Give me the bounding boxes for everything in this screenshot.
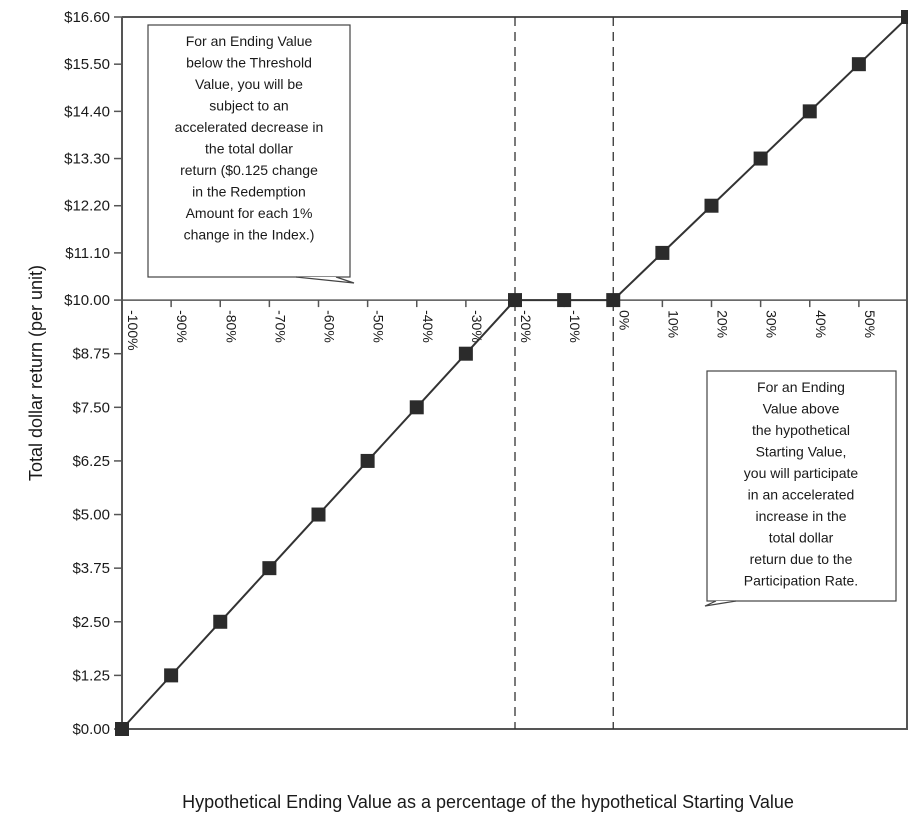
data-point-marker xyxy=(901,10,908,24)
annotation-text-line: in the Redemption xyxy=(192,184,306,200)
annotation-text-line: the total dollar xyxy=(205,141,293,157)
data-point-marker xyxy=(115,722,129,736)
annotation-text-line: total dollar xyxy=(769,530,834,546)
annotation-box xyxy=(706,370,897,602)
annotation-text-line: in an accelerated xyxy=(748,487,855,503)
annotation-text-line: the hypothetical xyxy=(752,422,850,438)
y-tick-label: $0.00 xyxy=(72,721,110,738)
annotation-text-line: For an Ending xyxy=(757,379,845,395)
annotation-text-line: accelerated decrease in xyxy=(175,119,324,135)
annotation-pointer xyxy=(704,600,737,607)
y-tick-label: $7.50 xyxy=(72,399,110,416)
data-point-marker xyxy=(213,614,228,629)
data-point-marker xyxy=(802,104,817,119)
annotation-pointer xyxy=(295,276,355,284)
y-tick-label: $16.60 xyxy=(64,9,110,26)
y-tick-label: $8.75 xyxy=(72,346,110,363)
data-point-marker xyxy=(164,668,179,683)
annotation-text-line: Value, you will be xyxy=(195,76,303,92)
annotation-text-line: Value above xyxy=(763,401,840,417)
data-point-marker xyxy=(458,346,473,361)
plot-area: $0.00 $1.25 $2.50 $3.75 $5.00 $6.25 $7.50 $8.75… xyxy=(64,9,908,738)
x-tick-label: -60% xyxy=(322,310,338,343)
data-point-marker xyxy=(508,293,522,308)
annotation-text-line: below the Threshold xyxy=(186,55,312,71)
x-tick-label: -30% xyxy=(469,310,485,343)
data-point-marker xyxy=(851,57,866,72)
annotation-above-start: For an Ending Value above the hypothetical… xyxy=(704,370,897,607)
data-point-marker xyxy=(606,293,621,308)
x-tick-label: -70% xyxy=(272,310,288,343)
x-tick-label: 30% xyxy=(764,310,780,338)
annotation-text-line: subject to an xyxy=(209,98,288,114)
annotation-text-line: For an Ending Value xyxy=(186,33,313,49)
annotation-text-line: change in the Index.) xyxy=(184,227,315,243)
x-tick-label: 40% xyxy=(813,310,829,338)
x-tick-label: -90% xyxy=(174,310,190,343)
data-point-marker xyxy=(360,453,375,468)
data-point-marker xyxy=(262,561,277,576)
y-tick-label: $1.25 xyxy=(72,667,110,684)
y-tick-label: $2.50 xyxy=(72,614,110,631)
data-point-marker xyxy=(753,151,768,166)
y-axis-label: Total dollar return (per unit) xyxy=(26,265,46,481)
y-tick-label: $11.10 xyxy=(65,245,110,262)
annotation-text-line: increase in the xyxy=(755,508,846,524)
x-tick-label: -40% xyxy=(420,310,436,343)
data-point-marker xyxy=(704,198,719,213)
annotation-text-line: return ($0.125 change xyxy=(180,162,318,178)
y-tick-label: $15.50 xyxy=(64,56,110,73)
y-tick-label: $14.40 xyxy=(64,103,110,120)
annotation-below-threshold: For an Ending Value below the Threshold Va… xyxy=(147,24,355,284)
x-tick-label: -20% xyxy=(518,310,534,343)
y-tick-label: $13.30 xyxy=(64,151,110,168)
x-tick-label: -10% xyxy=(567,310,583,343)
data-point-marker xyxy=(655,245,670,260)
data-point-marker xyxy=(311,507,326,522)
x-tick-label: 20% xyxy=(715,310,731,338)
annotation-text-line: Participation Rate. xyxy=(744,573,858,589)
annotation-box xyxy=(147,24,351,278)
y-tick-label: $6.25 xyxy=(72,453,110,470)
x-tick-label: 50% xyxy=(862,310,878,338)
x-tick-label: 10% xyxy=(665,310,681,338)
x-tick-label: 0% xyxy=(616,310,632,330)
x-axis-label: Hypothetical Ending Value as a percentag… xyxy=(182,792,794,812)
y-tick-label: $10.00 xyxy=(64,292,110,309)
annotation-text-line: return due to the xyxy=(750,551,853,567)
y-tick-label: $3.75 xyxy=(72,560,110,577)
data-point-marker xyxy=(409,400,424,415)
y-tick-label: $5.00 xyxy=(72,507,110,524)
x-tick-label: -100% xyxy=(125,310,141,350)
data-point-marker xyxy=(557,293,572,308)
x-tick-label: -80% xyxy=(223,310,239,343)
y-tick-label: $12.20 xyxy=(64,198,110,215)
x-tick-label: -50% xyxy=(371,310,387,343)
annotation-text-line: Starting Value, xyxy=(756,444,847,460)
annotation-text-line: Amount for each 1% xyxy=(186,205,313,221)
annotation-text-line: you will participate xyxy=(744,465,859,481)
